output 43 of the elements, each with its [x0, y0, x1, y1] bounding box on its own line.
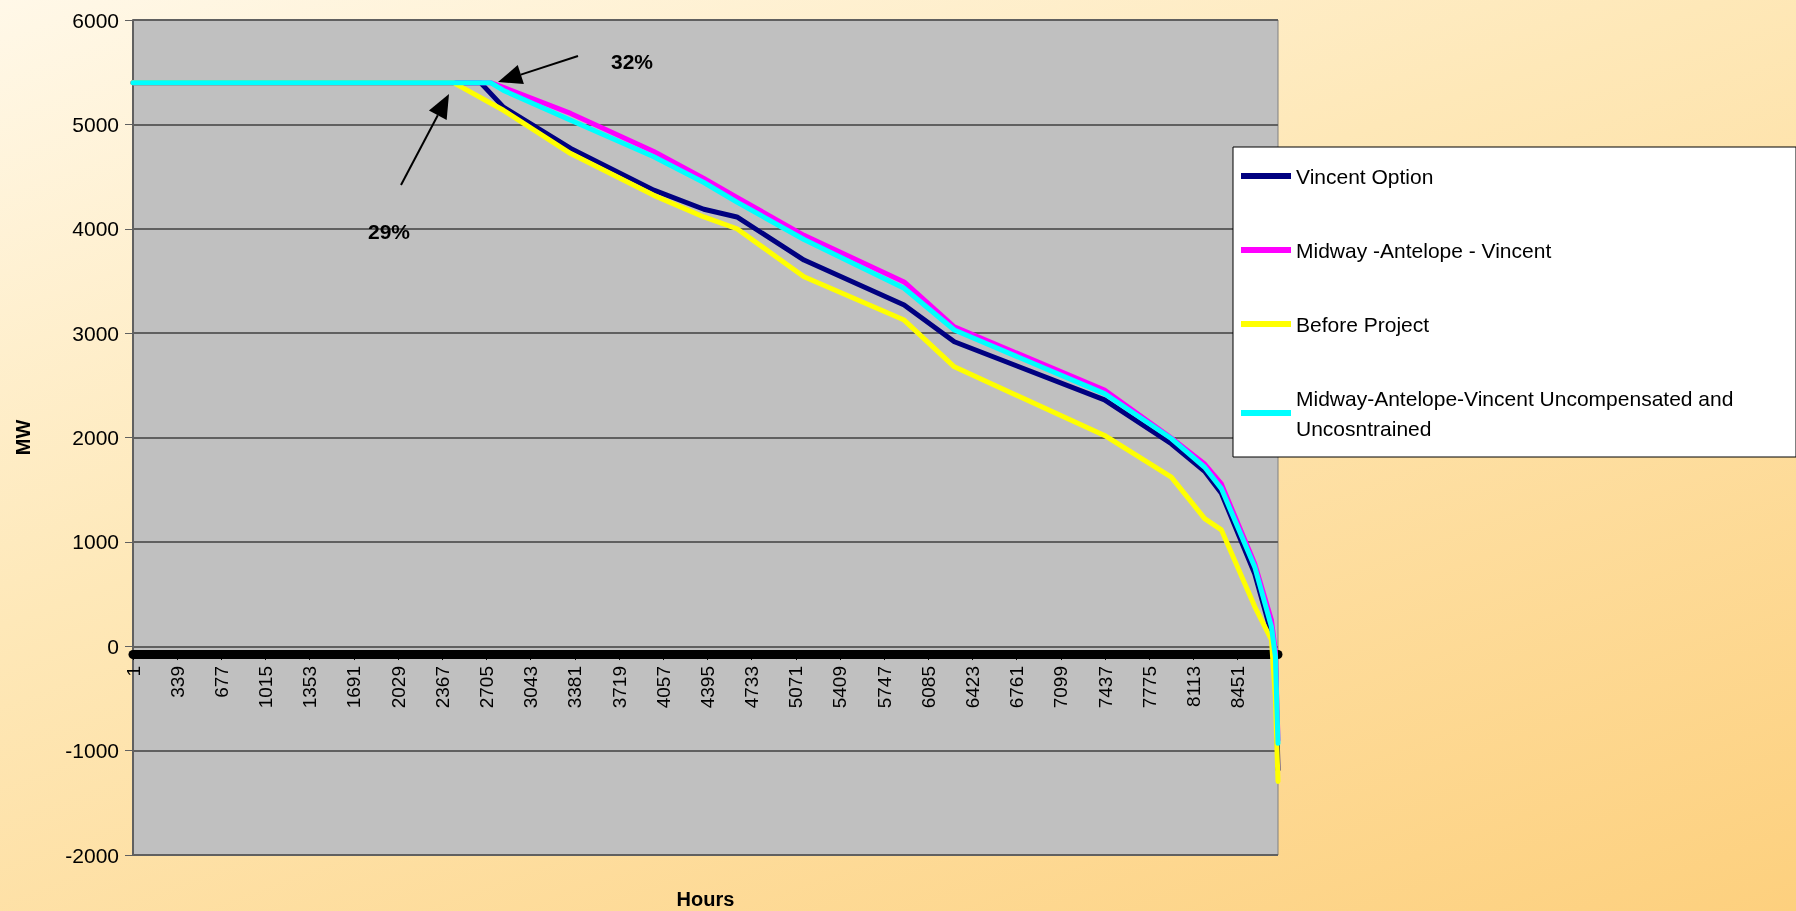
x-tick-label: 339	[166, 666, 188, 698]
x-axis-title: Hours	[676, 888, 735, 910]
x-tick-label: 2029	[387, 666, 409, 709]
x-tick-label: 2705	[475, 666, 497, 709]
x-tick-label: 4395	[696, 666, 718, 709]
legend-label: Before Project	[1296, 312, 1430, 336]
x-tick-label: 6761	[1006, 666, 1028, 709]
x-tick-label: 7437	[1094, 666, 1116, 709]
legend-label: Midway -Antelope - Vincent	[1296, 238, 1552, 262]
x-tick-label: 1691	[343, 666, 365, 709]
y-tick-label: 2000	[72, 426, 119, 449]
x-tick-label: 677	[210, 666, 232, 698]
y-tick-label: 0	[107, 634, 119, 658]
x-tick-label: 8451	[1227, 666, 1249, 709]
x-tick-label: 4733	[741, 666, 763, 709]
x-tick-label: 3719	[608, 666, 630, 709]
y-tick-label: -2000	[65, 843, 119, 867]
y-tick-label: 5000	[72, 112, 119, 136]
x-tick-label: 5071	[785, 666, 807, 709]
legend-label: Vincent Option	[1296, 164, 1434, 188]
y-tick-label: 4000	[72, 217, 119, 241]
y-tick-label: 3000	[72, 321, 119, 345]
x-tick-label: 1015	[255, 666, 277, 709]
x-tick-label: 7775	[1138, 666, 1160, 709]
x-tick-label: 2367	[431, 666, 453, 709]
x-tick-label: 1	[122, 666, 144, 677]
annotation: 29%	[367, 220, 411, 243]
x-tick-label: 5747	[873, 666, 895, 709]
x-tick-label: 5409	[829, 666, 851, 709]
x-tick-label: 6085	[917, 666, 939, 709]
legend-label: Midway-Antelope-Vincent Uncompensated and Uncosntrained	[1296, 386, 1740, 440]
x-tick-label: 7099	[1050, 666, 1072, 709]
x-tick-label: 4057	[652, 666, 674, 709]
x-tick-label: 6423	[962, 666, 983, 709]
y-tick-label: 6000	[72, 8, 119, 32]
y-tick-label: 1000	[72, 530, 119, 554]
x-tick-label: 3381	[564, 666, 586, 709]
x-tick-label: 8113	[1182, 666, 1204, 707]
annotation: 32%	[610, 50, 654, 73]
x-tick-label: 1353	[299, 666, 321, 709]
x-tick-label: 3043	[520, 666, 542, 709]
y-tick-label: -1000	[65, 739, 119, 763]
y-axis-title: MW	[12, 419, 34, 456]
